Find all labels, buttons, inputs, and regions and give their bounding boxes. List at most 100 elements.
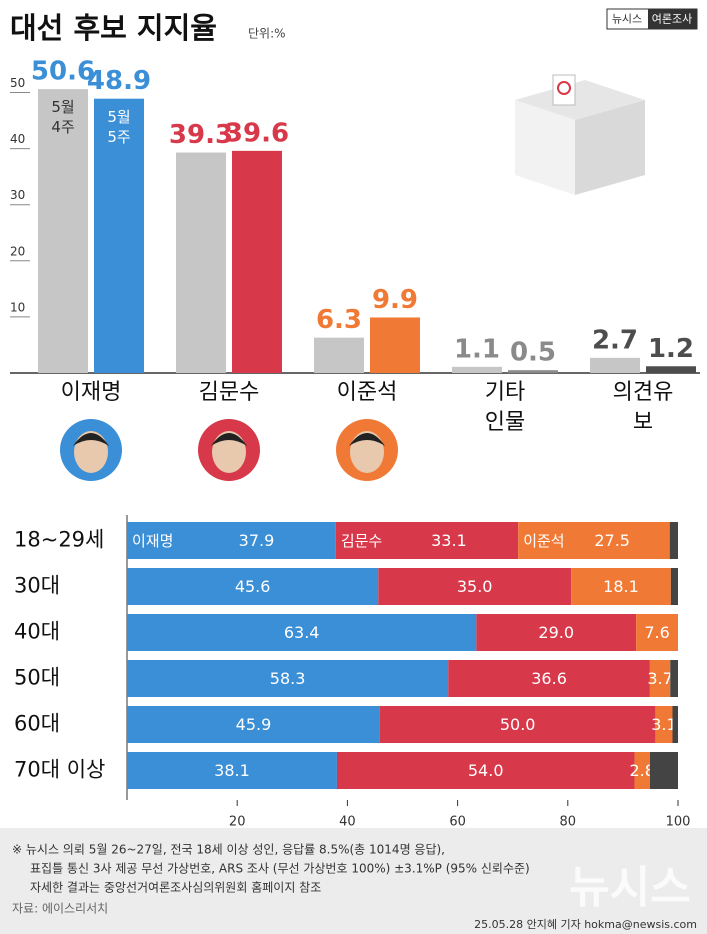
bar-segment: [127, 706, 380, 743]
bar-segment: [655, 706, 673, 743]
value-label: 63.4: [284, 623, 320, 642]
bar-segment: [127, 752, 337, 789]
bar-segment: [518, 522, 670, 559]
bar: [370, 317, 420, 373]
bar-segment: [127, 522, 336, 559]
candidate-hair: [349, 433, 385, 446]
candidate-hair: [73, 433, 109, 446]
value-label: 39.3: [169, 120, 233, 150]
bar-segment: [636, 614, 678, 651]
bar-segment: [649, 660, 671, 697]
ballot-box: [515, 74, 645, 195]
value-label: 3.7: [647, 669, 672, 688]
value-label: 29.0: [538, 623, 574, 642]
category-label: 기타 인물: [484, 380, 526, 435]
brand-tag-bg: [648, 9, 697, 29]
bar-segment: [335, 522, 519, 559]
x-tick-label: 20: [229, 815, 246, 830]
credit: 25.05.28 안지혜 기자 hokma@newsis.com: [474, 918, 697, 931]
bar: [176, 152, 226, 373]
value-label: 58.3: [270, 669, 306, 688]
bar-segment: [670, 660, 678, 697]
bar-segment: [672, 706, 678, 743]
category-label: 70대 이상: [14, 758, 105, 782]
series-label: 김문수: [341, 532, 382, 550]
x-tick-label: 40: [339, 815, 356, 830]
value-label: 6.3: [316, 305, 362, 335]
bar: [590, 357, 640, 373]
candidate-hair: [211, 433, 247, 446]
bar-segment: [571, 568, 671, 605]
category-label: 김문수: [198, 380, 260, 405]
value-label: 2.8: [629, 761, 654, 780]
bar-segment: [127, 614, 477, 651]
x-tick-label: 100: [666, 815, 691, 830]
value-label: 1.2: [648, 334, 694, 364]
candidate-face: [350, 431, 384, 473]
source: 자료: 에이스리서치: [12, 902, 108, 916]
value-label: 38.1: [214, 761, 250, 780]
value-label: 39.6: [225, 118, 289, 148]
value-label: 50.0: [500, 715, 536, 734]
series-label: 5월 4주: [51, 98, 75, 137]
bar: [508, 370, 558, 373]
value-label: 2.7: [592, 325, 638, 355]
y-tick-label: 30: [10, 188, 25, 202]
bar: [94, 98, 144, 374]
value-label: 27.5: [594, 531, 630, 550]
title: 대선 후보 지지율: [10, 11, 217, 45]
note: 자세한 결과는 중앙선거여론조사심의위원회 홈페이지 참조: [30, 881, 321, 895]
value-label: 18.1: [603, 577, 639, 596]
value-label: 35.0: [457, 577, 493, 596]
y-tick-label: 10: [10, 300, 25, 314]
bar-segment: [379, 706, 656, 743]
value-label: 37.9: [239, 531, 275, 550]
candidate-face: [74, 431, 108, 473]
category-label: 이재명: [60, 380, 122, 405]
bar-segment: [448, 660, 650, 697]
value-label: 3.1: [651, 715, 676, 734]
x-tick-label: 60: [449, 815, 466, 830]
bar: [232, 150, 282, 373]
value-label: 50.6: [31, 57, 95, 87]
footer-bg: [0, 828, 707, 934]
brand-tag: 여론조사: [652, 13, 692, 26]
bar-segment: [336, 752, 635, 789]
unit: 단위:%: [248, 27, 286, 41]
series-label: 5월 5주: [107, 107, 131, 146]
value-label: 7.6: [644, 623, 669, 642]
bar-segment: [649, 752, 678, 789]
category-label: 18~29세: [14, 528, 104, 552]
category-label: 30대: [14, 574, 60, 598]
value-label: 0.5: [510, 338, 556, 368]
series-label: 이준석: [523, 532, 564, 550]
y-tick-label: 50: [10, 76, 25, 90]
value-label: 9.9: [372, 285, 418, 315]
brand: 뉴시스: [612, 13, 642, 26]
category-label: 60대: [14, 712, 60, 736]
bar-segment: [669, 522, 678, 559]
value-label: 45.9: [236, 715, 272, 734]
y-tick-label: 40: [10, 132, 25, 146]
bar-segment: [127, 660, 449, 697]
category-label: 40대: [14, 620, 60, 644]
bar-segment: [476, 614, 637, 651]
bar: [38, 89, 88, 373]
note: ※ 뉴시스 의뢰 5월 26~27일, 전국 18세 이상 성인, 응답률 8.…: [12, 843, 445, 857]
value-label: 48.9: [87, 66, 151, 96]
category-label: 50대: [14, 666, 60, 690]
bar: [452, 366, 502, 373]
candidate-face: [212, 431, 246, 473]
bar-segment: [670, 568, 678, 605]
bar: [646, 366, 696, 373]
y-tick-label: 20: [10, 244, 25, 258]
value-label: 33.1: [431, 531, 467, 550]
series-label: 이재명: [132, 532, 173, 550]
value-label: 45.6: [235, 577, 271, 596]
category-label: 의견유보: [612, 380, 674, 435]
watermark: 뉴시스: [569, 862, 690, 913]
value-label: 1.1: [454, 334, 500, 364]
category-label: 이준석: [336, 380, 398, 405]
